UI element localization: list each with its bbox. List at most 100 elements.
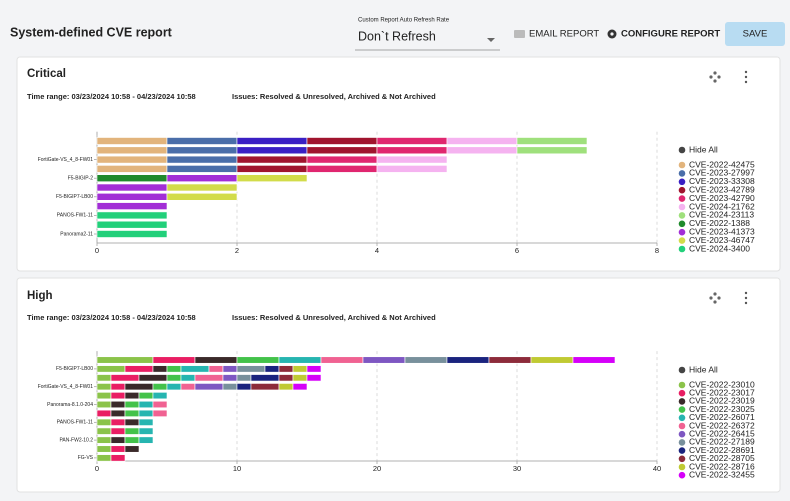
legend-entry: CVE-2024-23113: [689, 210, 754, 220]
bar-segment: [320, 356, 364, 364]
legend-entry: CVE-2022-28716: [689, 461, 755, 471]
refresh-value[interactable]: Don`t Refresh: [358, 29, 436, 43]
bar-segment: [250, 374, 280, 382]
bar-segment: [362, 356, 406, 364]
bar-segment: [166, 174, 238, 182]
bar-segment: [222, 365, 238, 373]
legend-swatch: [678, 245, 686, 253]
legend-swatch: [678, 447, 686, 454]
y-tick-label: PANOS-FW1-11: [57, 213, 93, 219]
bar-segment: [110, 409, 126, 417]
legend-entry: CVE-2022-1388: [689, 218, 750, 228]
legend-entry: CVE-2023-42790: [689, 193, 755, 203]
y-tick-label: Panorama2-11: [60, 231, 93, 237]
bar-segment: [180, 383, 196, 391]
bar-segment: [278, 383, 294, 391]
menu-icon[interactable]: [744, 291, 748, 305]
bar-segment: [236, 165, 308, 173]
legend-entry: CVE-2022-28705: [689, 453, 755, 463]
legend-entry: CVE-2022-23025: [689, 404, 755, 414]
bar-segment: [166, 365, 182, 373]
drag-icon[interactable]: [709, 71, 721, 83]
y-tick-label: FortiGate-VS_4_8-FW01: [38, 384, 94, 390]
bar-segment: [194, 356, 238, 364]
bar-segment: [96, 193, 168, 201]
legend-swatch: [678, 186, 686, 194]
bar-segment: [292, 374, 308, 382]
menu-icon[interactable]: [744, 70, 748, 84]
bar-segment: [110, 383, 126, 391]
bar-segment: [152, 409, 168, 417]
x-tick-label: 4: [375, 246, 379, 255]
x-tick-label: 30: [513, 464, 521, 473]
bar-segment: [516, 146, 588, 155]
x-tick-label: 6: [515, 246, 519, 255]
legend-entry: CVE-2022-32455: [689, 469, 755, 479]
bar-segment: [222, 383, 238, 391]
bar-segment: [306, 374, 322, 382]
legend-swatch: [678, 203, 686, 211]
bar-segment: [138, 374, 168, 382]
bar-segment: [236, 356, 280, 364]
bar-segment: [138, 409, 154, 417]
bar-segment: [236, 155, 308, 164]
bar-segment: [250, 383, 280, 391]
legend-entry: CVE-2023-33308: [689, 176, 755, 186]
legend-swatch: [678, 212, 686, 219]
panel-icons: [709, 70, 748, 305]
bar-segment: [110, 418, 126, 426]
hide-all[interactable]: Hide All: [689, 364, 718, 374]
bar-segment: [376, 155, 448, 164]
legend-swatch: [678, 178, 686, 186]
legend-swatch: [678, 471, 686, 479]
legend-swatch: [678, 439, 686, 446]
x-tick-label: 0: [95, 246, 99, 255]
bar-segment: [96, 146, 168, 155]
bar-segment: [404, 356, 448, 364]
bar-segment: [138, 400, 154, 409]
save-button[interactable]: [725, 22, 785, 46]
bar-segment: [166, 193, 238, 201]
email-button[interactable]: EMAIL REPORT: [529, 29, 599, 40]
bar-segment: [572, 356, 616, 364]
bar-segment: [152, 400, 168, 409]
bar-segment: [96, 230, 168, 238]
y-tick-label: FG-VS: [78, 455, 94, 461]
refresh-label: Custom Report Auto Refresh Rate: [358, 18, 450, 24]
drag-icon[interactable]: [709, 292, 721, 304]
panel-title: Critical: [27, 68, 66, 80]
bar-segment: [110, 436, 126, 444]
bar-segment: [236, 146, 308, 155]
x-tick-label: 0: [95, 464, 99, 473]
bar-segment: [306, 146, 378, 155]
y-tick-label: F5-BIGIP7-LB00: [56, 366, 93, 372]
bar-segment: [236, 174, 308, 182]
bar-segment: [236, 365, 266, 373]
bar-segment: [530, 356, 574, 364]
bar-segment: [110, 400, 126, 409]
hide-all-dot[interactable]: [678, 366, 686, 374]
bar-segment: [152, 383, 168, 391]
bar-segment: [124, 427, 140, 435]
bar-segment: [446, 146, 518, 155]
dropdown-arrow[interactable]: [487, 38, 495, 42]
legend-entry: CVE-2022-23010: [689, 379, 755, 389]
legend-swatch: [678, 422, 686, 430]
bar-segment: [152, 392, 168, 400]
hide-all-dot[interactable]: [678, 146, 686, 154]
x-tick-label: 10: [233, 464, 241, 473]
bar-segment: [306, 155, 378, 164]
legend-entry: CVE-2022-26415: [689, 428, 755, 438]
bar-segment: [166, 183, 238, 192]
bar-segment: [292, 365, 308, 373]
configure-button[interactable]: CONFIGURE REPORT: [621, 29, 720, 40]
bar-segment: [180, 374, 196, 382]
hide-all[interactable]: Hide All: [689, 144, 718, 154]
high-panel: [16, 277, 781, 493]
legend-entry: CVE-2022-23017: [689, 387, 755, 397]
bar-segment: [110, 445, 126, 453]
bar-segment: [96, 365, 126, 373]
bar-segment: [166, 383, 182, 391]
bar-segment: [96, 427, 112, 435]
bar-segment: [166, 137, 238, 145]
